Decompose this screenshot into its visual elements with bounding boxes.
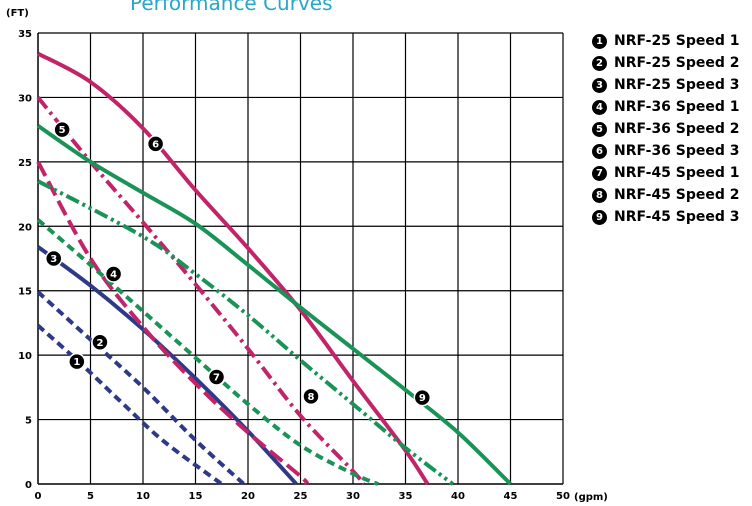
series-marker-8: 8 xyxy=(302,387,320,406)
legend-item-2: 2 NRF-25 Speed 2 xyxy=(592,52,740,74)
legend-label: NRF-25 Speed 2 xyxy=(614,55,740,71)
legend-label: NRF-45 Speed 3 xyxy=(614,209,740,225)
marker-number: 3 xyxy=(50,254,57,265)
legend-badge: 5 xyxy=(592,121,607,137)
series-line-1 xyxy=(36,324,223,486)
marker-number: 2 xyxy=(96,338,103,349)
legend-label: NRF-36 Speed 3 xyxy=(614,143,740,159)
marker-number: 7 xyxy=(213,373,220,384)
y-tick-label: 10 xyxy=(18,351,32,362)
y-axis-unit-label: (FT) xyxy=(6,8,29,19)
x-tick-label: 20 xyxy=(241,491,255,502)
marker-number: 8 xyxy=(308,392,315,403)
marker-circle xyxy=(91,333,109,352)
legend: 1 NRF-25 Speed 1 2 NRF-25 Speed 2 3 NRF-25 Sp… xyxy=(592,30,740,228)
y-tick-label: 15 xyxy=(18,287,32,298)
series-line-8 xyxy=(37,179,454,486)
legend-label: NRF-45 Speed 2 xyxy=(614,187,740,203)
y-tick-label: 30 xyxy=(18,93,32,104)
x-tick-label: 50 xyxy=(556,491,570,502)
y-tick-label: 5 xyxy=(25,416,32,427)
series-marker-5: 5 xyxy=(53,120,71,139)
x-tick-label: 10 xyxy=(136,491,150,502)
legend-item-6: 6 NRF-36 Speed 3 xyxy=(592,140,740,162)
legend-badge: 6 xyxy=(592,143,607,159)
marker-circle xyxy=(53,120,71,139)
legend-item-4: 4 NRF-36 Speed 1 xyxy=(592,96,740,118)
marker-circle xyxy=(45,249,63,268)
marker-circle xyxy=(104,265,123,283)
legend-item-5: 5 NRF-36 Speed 2 xyxy=(592,118,740,140)
legend-badge: 1 xyxy=(592,33,607,49)
legend-label: NRF-36 Speed 2 xyxy=(614,121,740,137)
legend-item-1: 1 NRF-25 Speed 1 xyxy=(592,30,740,52)
marker-circle xyxy=(68,352,86,371)
legend-label: NRF-36 Speed 1 xyxy=(614,99,740,115)
x-tick-label: 5 xyxy=(87,491,94,502)
series-marker-6: 6 xyxy=(146,135,165,153)
y-tick-label: 25 xyxy=(18,158,32,169)
marker-circle xyxy=(207,368,226,386)
chart-title: Performance Curves xyxy=(130,0,333,15)
legend-item-3: 3 NRF-25 Speed 3 xyxy=(592,74,740,96)
legend-badge: 7 xyxy=(592,165,607,181)
legend-label: NRF-25 Speed 1 xyxy=(614,33,740,49)
x-tick-label: 45 xyxy=(504,491,518,502)
marker-number: 5 xyxy=(59,125,66,136)
x-tick-label: 0 xyxy=(35,491,42,502)
legend-badge: 8 xyxy=(592,187,607,203)
series-line-2 xyxy=(36,290,246,486)
series-line-3 xyxy=(36,245,298,486)
marker-number: 6 xyxy=(152,139,159,150)
legend-item-7: 7 NRF-45 Speed 1 xyxy=(592,162,740,184)
series-marker-1: 1 xyxy=(68,352,86,371)
y-tick-label: 35 xyxy=(18,29,32,40)
legend-badge: 3 xyxy=(592,77,607,93)
legend-badge: 9 xyxy=(592,209,607,225)
y-tick-label: 20 xyxy=(18,222,32,233)
marker-number: 4 xyxy=(110,269,117,280)
series-line-9 xyxy=(36,124,512,486)
legend-item-8: 8 NRF-45 Speed 2 xyxy=(592,184,740,206)
series-line-6 xyxy=(37,51,430,486)
marker-circle xyxy=(302,387,320,406)
x-axis-unit-label: (gpm) xyxy=(574,492,608,503)
legend-label: NRF-25 Speed 3 xyxy=(614,77,740,93)
series-marker-2: 2 xyxy=(91,333,109,352)
x-tick-label: 25 xyxy=(294,491,308,502)
x-tick-label: 35 xyxy=(399,491,413,502)
x-tick-label: 40 xyxy=(451,491,465,502)
series-marker-9: 9 xyxy=(413,388,432,407)
marker-number: 1 xyxy=(73,357,80,368)
series-marker-4: 4 xyxy=(104,265,123,283)
marker-number: 9 xyxy=(419,393,426,404)
marker-circle xyxy=(413,388,432,407)
y-tick-label: 0 xyxy=(25,480,32,491)
legend-badge: 2 xyxy=(592,55,607,71)
marker-circle xyxy=(146,135,165,153)
legend-item-9: 9 NRF-45 Speed 3 xyxy=(592,206,740,228)
x-tick-label: 15 xyxy=(189,491,203,502)
series-marker-7: 7 xyxy=(207,368,226,386)
series-marker-3: 3 xyxy=(45,249,63,268)
series-markers: 1 2 3 4 5 6 7 8 9 xyxy=(45,120,432,407)
x-tick-label: 30 xyxy=(346,491,360,502)
legend-badge: 4 xyxy=(592,99,607,115)
series-line-4 xyxy=(36,160,309,486)
legend-label: NRF-45 Speed 1 xyxy=(614,165,740,181)
